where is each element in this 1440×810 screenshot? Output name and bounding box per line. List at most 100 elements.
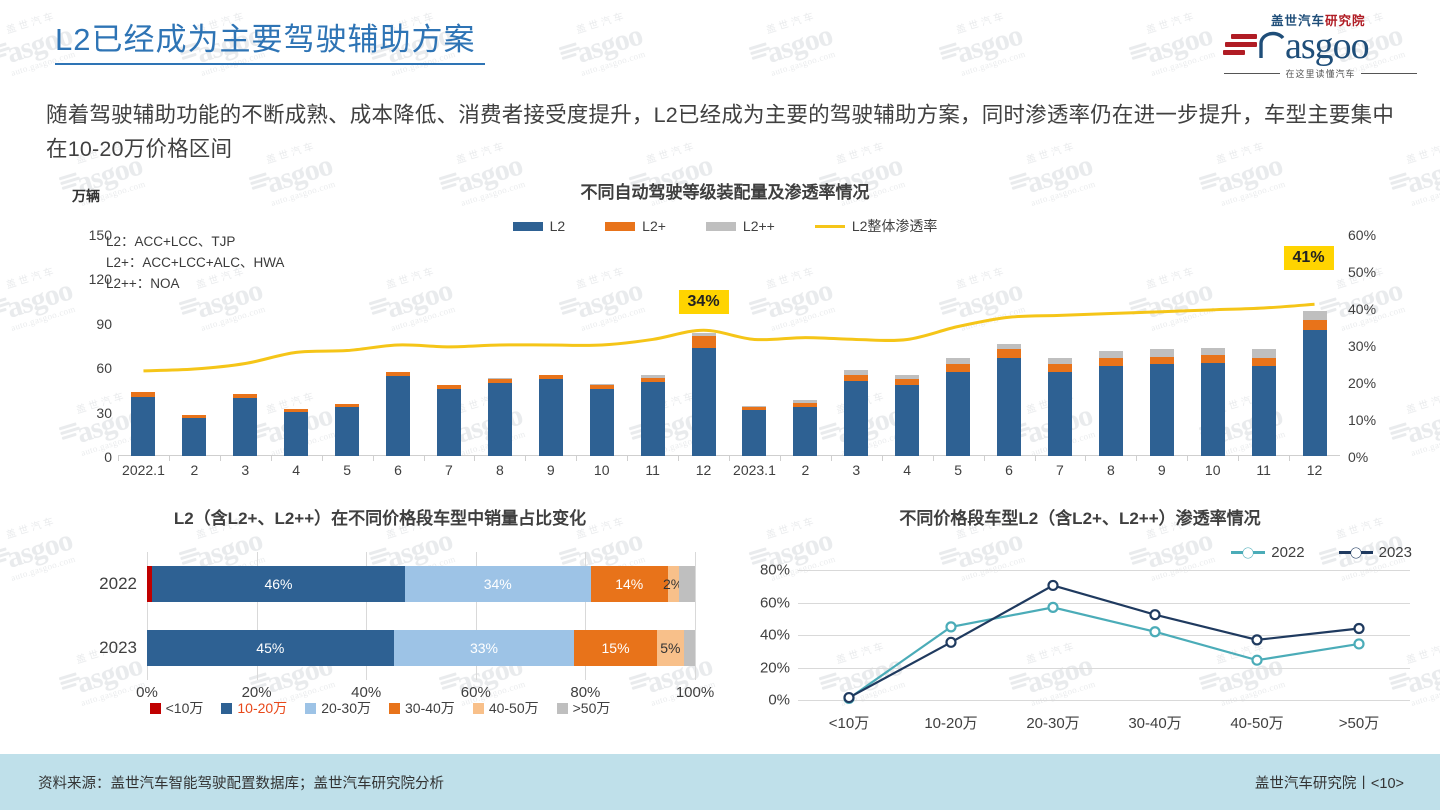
main-x-tick [372, 456, 374, 461]
bar-segment-L2p [1200, 355, 1225, 363]
bl-bar-row[interactable]: 2022 46% 34% 14% 2% [99, 566, 695, 602]
main-bar-group[interactable] [895, 374, 920, 456]
bar-segment-L2 [1200, 362, 1225, 456]
br-legend-marker-icon [1242, 547, 1254, 558]
main-y2-axis-label: 30% [1348, 338, 1377, 354]
main-bar-group[interactable] [997, 343, 1022, 456]
note-line-l2: L2：ACC+LCC、TJP [106, 234, 236, 249]
bl-legend-item-3[interactable]: 30-40万 [389, 698, 455, 718]
bar-segment-L2p [131, 392, 156, 397]
main-x-tick [779, 456, 781, 461]
bar-segment-L2p [386, 371, 411, 377]
bar-segment-L2p [538, 374, 563, 380]
main-bar-group[interactable] [335, 404, 360, 456]
main-bar-group[interactable] [1149, 349, 1174, 456]
main-legend-item-0[interactable]: L2 [512, 218, 565, 234]
price-band-share-title: L2（含L2+、L2++）在不同价格段车型中销量占比变化 [173, 509, 587, 528]
bl-segment-label: 33% [469, 640, 499, 656]
main-y2-axis-label: 10% [1348, 412, 1377, 428]
main-bar-group[interactable] [436, 384, 461, 456]
bl-legend-item-1[interactable]: 10-20万 [221, 698, 287, 718]
bar-segment-L2 [487, 383, 512, 456]
bar-segment-L2pp [691, 333, 716, 337]
br-y-axis-label: 80% [759, 561, 790, 579]
bar-segment-L2p [691, 336, 716, 348]
main-x-axis-label: 3 [852, 462, 861, 478]
main-legend-item-1[interactable]: L2+ [605, 218, 666, 234]
br-x-axis-label: 40-50万 [1230, 715, 1284, 732]
br-legend-item-1[interactable]: 2023 [1338, 544, 1412, 561]
main-x-tick [270, 456, 272, 461]
logo-cn-right: 研究院 [1325, 14, 1366, 28]
main-bar-group[interactable] [1302, 310, 1327, 456]
bar-segment-L2p [1149, 356, 1174, 365]
main-legend-item-3[interactable]: L2整体渗透率 [814, 216, 938, 236]
br-legend-label: 2022 [1271, 544, 1305, 561]
main-x-tick [1289, 456, 1291, 461]
main-x-axis-label: 5 [954, 462, 963, 478]
main-bar-group[interactable] [793, 399, 818, 456]
legend-label: L2整体渗透率 [851, 218, 938, 234]
bar-segment-L2pp [1200, 347, 1225, 356]
bl-legend-item-4[interactable]: 40-50万 [472, 698, 539, 718]
logo-rule-right [1360, 73, 1417, 74]
main-x-tick [219, 456, 221, 461]
bar-segment-L2pp [1047, 358, 1072, 365]
main-bar-group[interactable] [1098, 350, 1123, 456]
bar-segment-L2pp [589, 383, 614, 385]
main-bar-group[interactable] [946, 358, 971, 456]
bl-legend-item-2[interactable]: 20-30万 [305, 698, 371, 718]
logo-cn-left: 盖世汽车 [1271, 14, 1326, 28]
bar-segment-L2 [742, 410, 767, 456]
bar-segment-L2p [233, 393, 258, 399]
main-bar-group[interactable] [589, 383, 614, 456]
main-bar-group[interactable] [1200, 347, 1225, 456]
bl-legend-swatch-icon [389, 702, 400, 714]
main-bar-group[interactable] [742, 405, 767, 456]
bl-legend-item-5[interactable]: >50万 [556, 698, 610, 718]
main-bar-group[interactable] [1251, 349, 1276, 456]
main-x-axis-label: 12 [1306, 462, 1323, 478]
main-bar-group[interactable] [182, 414, 207, 456]
main-bar-group[interactable] [131, 392, 156, 456]
bl-segment-label: 14% [615, 576, 644, 592]
main-bar-group[interactable] [538, 374, 563, 456]
br-legend-item-0[interactable]: 2022 [1231, 544, 1305, 561]
main-bar-group[interactable] [233, 393, 258, 456]
br-gridline [798, 667, 1410, 669]
main-x-axis-label: 2022.1 [122, 462, 165, 478]
bar-segment-L2pp [1098, 350, 1123, 359]
main-x-axis-label: 7 [1056, 462, 1064, 478]
main-bar-group[interactable] [844, 370, 869, 456]
main-x-axis-label: 6 [394, 462, 402, 478]
bl-legend-swatch-icon [149, 702, 161, 714]
bl-bar-row[interactable]: 2023 45% 33% 15% 5% [99, 630, 695, 666]
main-x-tick [1034, 456, 1036, 461]
main-x-tick [881, 456, 883, 461]
main-chart-unit-label: 万辆 [72, 188, 100, 204]
bl-legend-item-0[interactable]: <10万 [149, 698, 203, 718]
bar-segment-L2p [742, 407, 767, 411]
bar-segment-L2p [182, 414, 207, 418]
bl-legend-label: 30-40万 [405, 700, 455, 716]
main-bar-group[interactable] [1047, 358, 1072, 456]
main-x-axis-label: 11 [645, 462, 660, 478]
price-band-penetration-plot-area: 0% 20% 40% 60% 80% <10万 10-20万 20-30万 30-40万 40-5… [760, 562, 1410, 732]
bar-segment-L2 [844, 380, 869, 456]
main-bar-group[interactable] [487, 377, 512, 456]
main-bar-group[interactable] [640, 374, 665, 456]
main-x-tick [321, 456, 323, 461]
bar-segment-L2 [589, 389, 614, 456]
main-bar-group[interactable] [386, 371, 411, 456]
bar-segment-L2 [997, 358, 1022, 456]
br-legend-line-icon [1338, 547, 1373, 558]
main-legend-item-2[interactable]: L2++ [705, 218, 775, 234]
bl-segment-label: 5% [660, 640, 681, 656]
bar-segment-L2p [589, 384, 614, 390]
bl-x-axis-label: 80% [570, 684, 601, 701]
main-bar-group[interactable] [691, 333, 716, 456]
bar-segment-L2pp [640, 374, 665, 378]
main-bar-group[interactable] [284, 408, 309, 456]
br-y-axis-label: 20% [759, 659, 790, 676]
